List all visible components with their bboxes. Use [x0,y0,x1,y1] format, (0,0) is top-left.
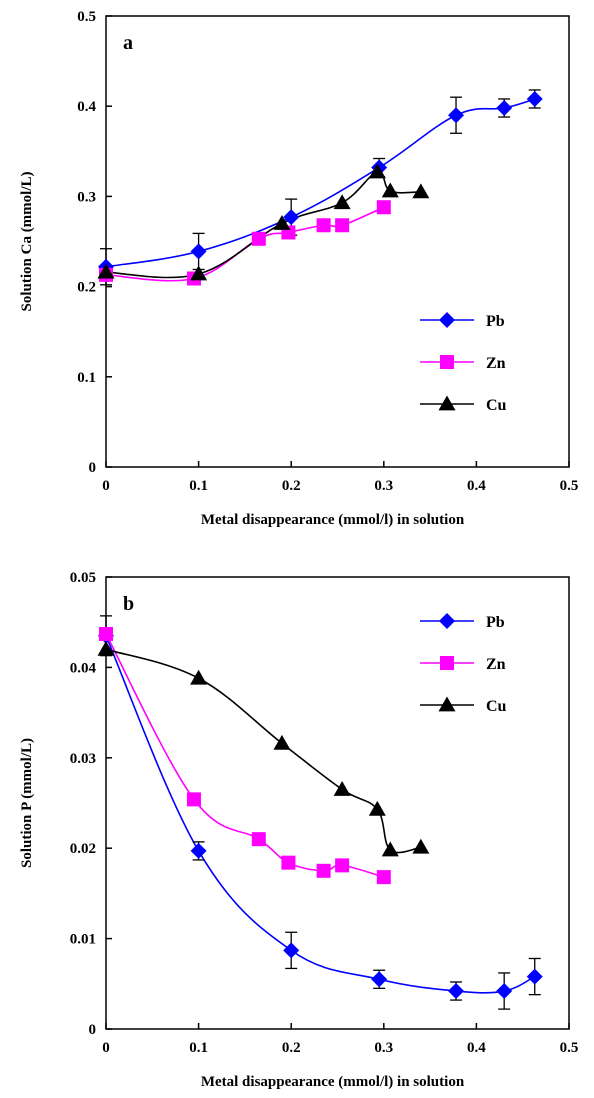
legend-label-cu: Cu [486,698,507,715]
x-tick-label: 0.3 [374,478,393,494]
y-tick-label: 0.04 [70,660,97,676]
series-line-zn [105,633,385,878]
y-axis-title: Solution P (mmol/L) [19,738,35,868]
data-point-cu [368,163,386,179]
data-point-pb [526,968,543,985]
legend-marker-pb [439,312,455,328]
legend-label-zn: Zn [486,656,506,673]
series-line-cu [105,648,421,854]
legend-marker-cu [438,696,456,712]
data-point-cu [412,183,430,199]
x-axis-title: Metal disappearance (mmol/l) in solution [201,1074,465,1090]
axis-ticks: 0 0.1 0.2 0.3 0.4 0.5 0 0.01 0.02 0.03 0.04 0.05 [70,570,579,1056]
data-point-pb [371,971,388,988]
y-tick-label: 0.03 [70,751,96,767]
data-point-zn [316,863,331,878]
data-point-cu [97,263,115,279]
y-tick-label: 0 [89,460,97,476]
x-tick-label: 0.5 [560,478,579,494]
x-tick-label: 0 [102,1040,110,1056]
data-point-zn [186,792,201,807]
data-point-zn [335,858,350,873]
series-markers [97,90,543,286]
data-point-pb [496,983,513,1000]
y-tick-label: 0.02 [70,841,96,857]
x-tick-label: 0.4 [467,478,486,494]
data-point-cu [412,838,430,854]
x-tick-label: 0.1 [189,1040,208,1056]
data-point-zn [251,231,266,246]
data-point-cu [273,214,291,230]
data-point-cu [381,841,399,857]
data-point-pb [526,90,543,107]
y-tick-label: 0 [89,1022,97,1038]
x-tick-label: 0.1 [189,478,208,494]
x-tick-label: 0.3 [374,1040,393,1056]
x-tick-label: 0.5 [560,1040,579,1056]
chart-panel-a: 0 0.1 0.2 0.3 0.4 0.5 0 0.1 0.2 0.3 0.4 0.5 a Metal… [19,9,578,528]
legend-label-pb: Pb [486,313,505,330]
data-point-pb [283,209,300,226]
chart-panel-b: 0 0.1 0.2 0.3 0.4 0.500.010.020.030.040.05 b … [19,570,578,1090]
error-bars [100,615,541,1010]
x-tick-label: 0.2 [282,478,301,494]
y-tick-label: 0.05 [70,570,96,586]
data-point-zn [281,855,296,870]
x-tick-label: 0.2 [282,1040,301,1056]
y-axis-title: Solution Ca (mmol/L) [19,171,35,311]
y-tick-label: 0.5 [77,9,96,25]
legend: Pb Zn Cu [420,312,507,414]
y-tick-label: 0.4 [77,99,96,115]
series-curves [105,98,535,282]
data-point-cu [190,669,208,685]
data-point-zn [376,200,391,215]
x-tick-label: 0 [102,478,110,494]
data-point-cu [333,194,351,210]
data-point-pb [190,243,207,260]
legend-label-pb: Pb [486,614,505,631]
series-line-cu [105,171,421,279]
y-tick-label: 0.2 [77,280,96,296]
data-point-cu [333,780,351,796]
data-point-zn [99,626,113,641]
legend-marker-zn [440,656,454,670]
legend-label-zn: Zn [486,355,506,372]
panel-label: a [123,32,133,54]
data-point-cu [97,640,115,656]
data-point-cu [273,734,291,750]
series-markers [97,626,543,1000]
y-tick-label: 0.1 [77,370,96,386]
series-line-zn [105,206,385,282]
data-point-pb [496,100,513,117]
x-tick-label: 0.4 [467,1040,486,1056]
legend-marker-cu [438,395,456,411]
legend-label-cu: Cu [486,397,507,414]
data-point-pb [190,842,207,859]
data-point-pb [448,107,465,124]
legend-marker-pb [439,613,455,629]
data-point-zn [335,218,350,233]
y-tick-label: 0.3 [77,189,96,205]
data-point-cu [368,800,386,816]
data-point-zn [316,218,331,233]
y-tick-label: 0.01 [70,932,96,948]
data-point-cu [381,182,399,198]
series-curves [105,633,536,994]
data-point-zn [376,870,391,885]
series-line-pb [105,98,535,268]
axis-ticks: 0 0.1 0.2 0.3 0.4 0.5 0 0.1 0.2 0.3 0.4 0.5 [77,9,578,494]
data-point-zn [251,832,266,847]
legend-marker-zn [440,355,454,369]
error-bars [100,89,541,286]
plot-frame [105,576,570,1030]
data-point-pb [283,942,300,959]
x-axis-title: Metal disappearance (mmol/l) in solution [201,512,465,528]
data-point-cu [190,265,208,281]
panel-label: b [123,593,134,615]
legend: Pb Zn Cu [420,613,507,715]
plot-frame [105,15,570,468]
series-line-pb [105,635,536,994]
data-point-pb [448,983,465,1000]
